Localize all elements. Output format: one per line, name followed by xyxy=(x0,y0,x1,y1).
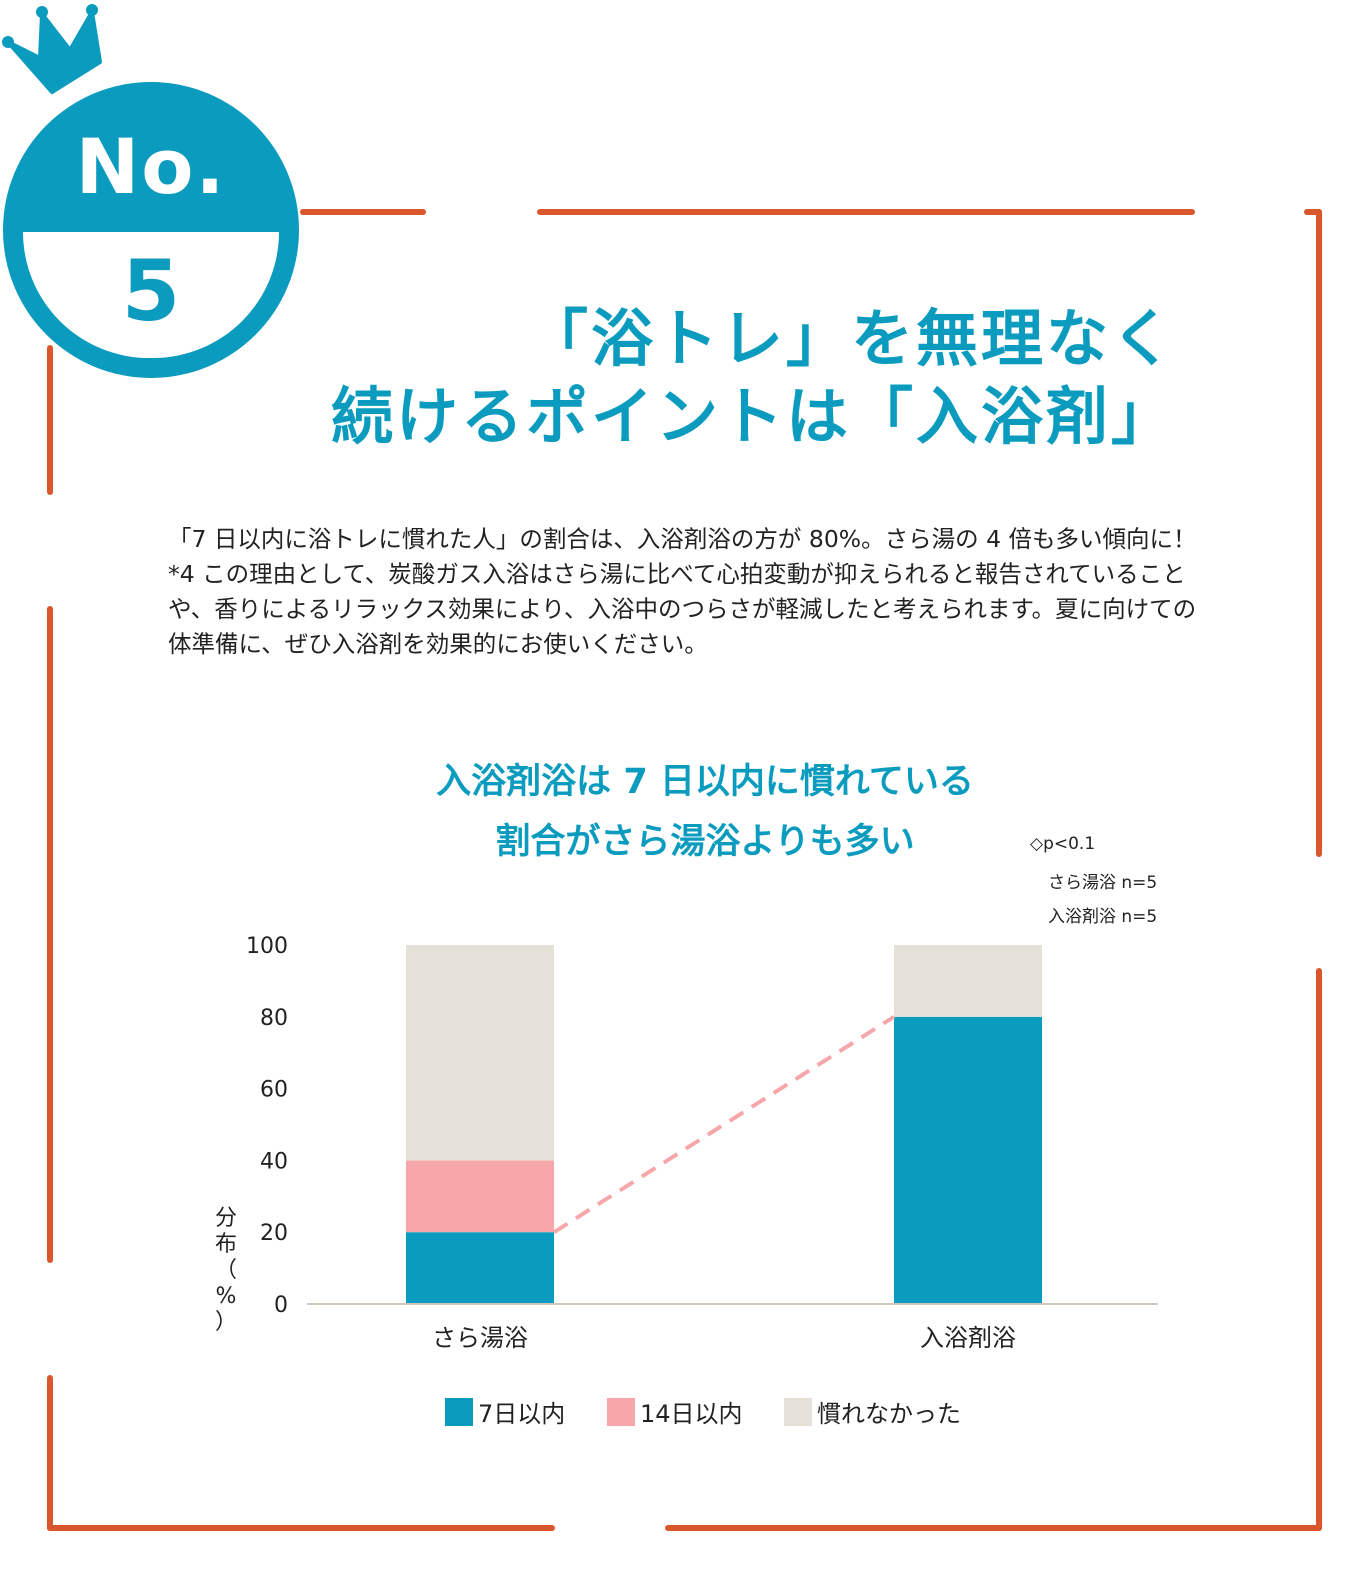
badge-number: 5 xyxy=(121,242,181,340)
chart-title-line2: 割合がさら湯浴よりも多い xyxy=(495,822,915,862)
headline: 「浴トレ」を無理なく 続けるポイントは「入浴剤」 xyxy=(331,300,1176,456)
legend-label: 14日以内 xyxy=(640,1400,743,1428)
y-tick-label: 0 xyxy=(274,1293,288,1318)
frame-right-lower xyxy=(1316,968,1322,1531)
y-axis-label-char: 布 xyxy=(215,1232,237,1257)
y-tick-label: 40 xyxy=(260,1149,288,1174)
y-tick-label: 60 xyxy=(260,1078,288,1103)
y-axis-label-char: % xyxy=(216,1284,237,1309)
x-category-label: 入浴剤浴 xyxy=(920,1324,1016,1352)
rank-badge: No. 5 xyxy=(3,82,299,378)
frame-right-upper xyxy=(1316,209,1322,857)
bar-segment xyxy=(406,1160,554,1233)
badge-no-label: No. xyxy=(75,122,227,211)
crown-icon xyxy=(2,4,102,94)
body-paragraph: 「7 日以内に浴トレに慣れた人」の割合は、入浴剤浴の方が 80%。さら湯の 4 … xyxy=(168,525,1197,658)
bar-segment xyxy=(894,1016,1042,1304)
bar-segment xyxy=(406,945,554,1161)
x-category-label: さら湯浴 xyxy=(432,1324,528,1352)
frame-left-upper xyxy=(47,345,53,495)
frame-left-middle xyxy=(47,606,53,1263)
frame-top-corner xyxy=(1304,209,1322,215)
frame-top-left xyxy=(300,209,426,215)
y-tick-label: 80 xyxy=(260,1006,288,1031)
frame-left-lower xyxy=(47,1375,53,1531)
y-tick-label: 100 xyxy=(246,934,288,959)
legend-label: 慣れなかった xyxy=(817,1400,961,1428)
headline-line1: 「浴トレ」を無理なく xyxy=(525,302,1176,375)
y-axis-label-char: （ xyxy=(215,1258,237,1283)
headline-line2: 続けるポイントは「入浴剤」 xyxy=(330,380,1176,453)
n-plain-note: さら湯浴 n=5 xyxy=(1048,873,1158,893)
bar-segment xyxy=(894,945,1042,1017)
y-axis-label-char: 分 xyxy=(215,1206,237,1231)
bar-segment xyxy=(406,1232,554,1304)
chart-title: 入浴剤浴は 7 日以内に慣れている 割合がさら湯浴よりも多い xyxy=(300,752,1110,872)
y-axis-label-char: ） xyxy=(215,1310,237,1335)
chart-title-line1: 入浴剤浴は 7 日以内に慣れている xyxy=(436,762,974,802)
frame-bottom-left xyxy=(47,1525,555,1531)
frame-top-right xyxy=(537,209,1195,215)
n-bath-note: 入浴剤浴 n=5 xyxy=(1048,907,1158,927)
legend-swatch xyxy=(607,1398,635,1426)
y-tick-label: 20 xyxy=(260,1221,288,1246)
legend-label: 7日以内 xyxy=(478,1400,565,1428)
legend-swatch xyxy=(445,1398,473,1426)
significance-note: ◇p<0.1 xyxy=(1030,834,1096,854)
frame-bottom-right xyxy=(665,1525,1322,1531)
significance-connector xyxy=(552,1015,896,1234)
legend-swatch xyxy=(784,1398,812,1426)
